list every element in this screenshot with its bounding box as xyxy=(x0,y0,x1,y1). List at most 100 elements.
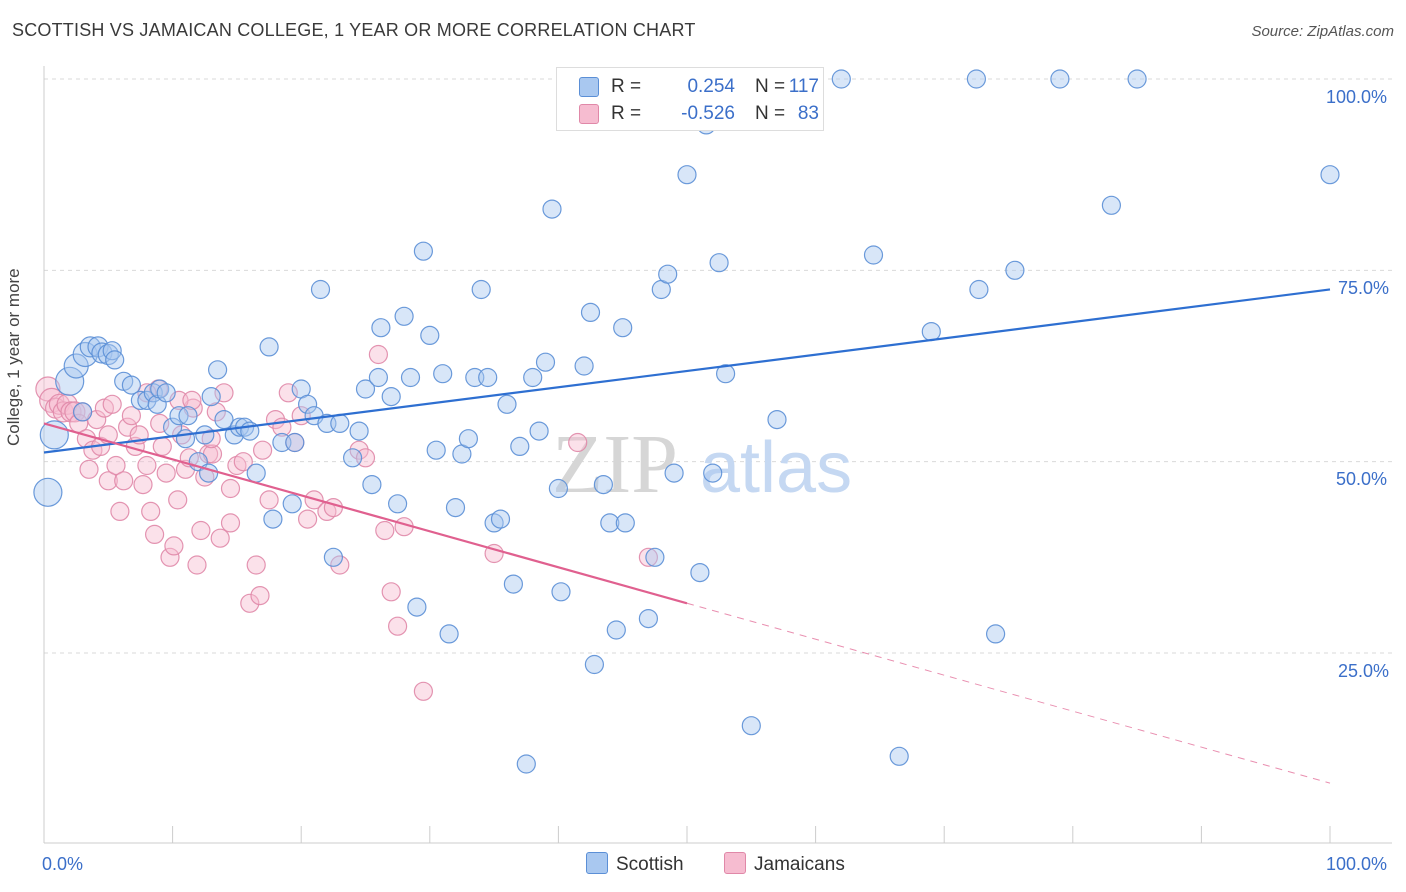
scottish-point xyxy=(645,547,665,567)
scottish-point xyxy=(388,494,408,514)
scottish-point xyxy=(137,390,157,410)
scottish-point xyxy=(1005,260,1025,280)
scottish-point xyxy=(709,253,729,273)
jamaicans-points xyxy=(35,344,659,701)
correlation-legend: R = 0.254 N = 117 R = -0.526 N = 83 xyxy=(556,67,824,131)
scottish-point xyxy=(439,624,459,644)
r-value: -0.526 xyxy=(681,103,735,124)
scottish-point xyxy=(33,477,63,507)
jamaicans-point xyxy=(233,452,253,472)
scottish-point xyxy=(407,597,427,617)
jamaicans-point xyxy=(246,555,266,575)
scottish-point xyxy=(195,425,215,445)
scottish-point xyxy=(39,420,69,450)
scottish-point xyxy=(1127,69,1147,89)
scottish-point xyxy=(615,513,635,533)
scottish-point xyxy=(985,624,1006,644)
scottish-point xyxy=(1050,69,1070,89)
jamaicans-trend-extension xyxy=(686,602,1331,784)
scottish-point xyxy=(542,199,562,219)
jamaicans-point xyxy=(240,593,260,613)
chart-title: SCOTTISH VS JAMAICAN COLLEGE, 1 YEAR OR … xyxy=(12,20,696,40)
scottish-point xyxy=(831,69,851,89)
r-value: 0.254 xyxy=(687,76,735,97)
jamaicans-point xyxy=(638,547,659,567)
scottish-point xyxy=(703,463,723,483)
scottish-point xyxy=(921,322,941,342)
scottish-point xyxy=(343,448,363,468)
scottish-point xyxy=(613,318,633,338)
jamaicans-point xyxy=(145,524,165,545)
scottish-point xyxy=(323,547,343,567)
jamaicans-point xyxy=(160,547,180,567)
scottish-point xyxy=(535,352,556,372)
r-label: R = xyxy=(611,103,642,124)
scottish-point xyxy=(606,620,626,640)
scottish-points xyxy=(33,69,1340,774)
jamaicans-point xyxy=(368,344,388,365)
scottish-point xyxy=(72,402,93,422)
jamaicans-point xyxy=(114,471,134,491)
scottish-point xyxy=(523,367,543,388)
scottish-point xyxy=(355,379,376,399)
scottish-point xyxy=(368,367,388,388)
n-label: N = xyxy=(755,76,786,97)
scottish-point xyxy=(394,306,414,326)
jamaicans-point xyxy=(210,528,230,548)
scottish-point xyxy=(551,582,571,602)
jamaicans-point xyxy=(187,555,207,575)
jamaicans-point xyxy=(106,455,126,476)
scottish-legend-label: Scottish xyxy=(616,854,684,875)
scottish-point xyxy=(741,716,761,736)
n-label: N = xyxy=(755,103,786,124)
jamaicans-point xyxy=(168,490,188,510)
scottish-point xyxy=(259,337,279,357)
jamaicans-point xyxy=(413,681,433,701)
y-tick-label-25: 25.0% xyxy=(1338,661,1390,681)
jamaicans-legend-swatch xyxy=(724,852,746,874)
scottish-point xyxy=(584,654,605,675)
scottish-point xyxy=(420,325,440,345)
scottish-point xyxy=(426,440,446,460)
scottish-point xyxy=(966,69,987,89)
scottish-point xyxy=(282,494,302,514)
watermark-zip: ZIP xyxy=(552,418,678,511)
scottish-point xyxy=(715,364,736,384)
scottish-point xyxy=(246,463,266,483)
scottish-point xyxy=(55,366,85,396)
jamaicans-point xyxy=(164,536,184,556)
scottish-point xyxy=(490,509,511,529)
scottish-point xyxy=(298,394,318,414)
source-label: Source: ZipAtlas.com xyxy=(1251,23,1394,40)
scottish-point xyxy=(600,513,620,533)
scottish-point xyxy=(445,498,466,518)
scottish-point xyxy=(677,165,697,185)
scottish-point xyxy=(400,367,421,388)
y-tick-label-75: 75.0% xyxy=(1338,278,1390,298)
scottish-point xyxy=(371,318,391,338)
scottish-point xyxy=(175,429,196,449)
y-tick-label-50: 50.0% xyxy=(1336,469,1388,489)
scottish-point xyxy=(969,279,989,300)
y-axis-label: College, 1 year or more xyxy=(4,268,23,446)
scottish-point xyxy=(471,279,491,300)
scottish-point xyxy=(593,475,614,495)
scottish-point xyxy=(310,279,331,300)
jamaicans-point xyxy=(214,383,234,403)
scottish-point xyxy=(478,367,498,388)
scottish-point xyxy=(638,608,659,629)
scottish-point xyxy=(1101,195,1122,215)
scottish-point xyxy=(497,394,517,414)
jamaicans-point xyxy=(323,498,343,518)
scottish-point xyxy=(574,356,594,376)
jamaicans-point xyxy=(137,455,157,476)
scottish-point xyxy=(105,350,125,370)
scottish-point xyxy=(510,436,530,456)
scottish-point xyxy=(208,360,228,380)
scottish-point xyxy=(285,432,305,453)
jamaicans-point xyxy=(220,513,241,533)
scottish-point xyxy=(516,754,536,774)
watermark-atlas: atlas xyxy=(700,428,852,508)
scottish-swatch xyxy=(579,77,599,97)
